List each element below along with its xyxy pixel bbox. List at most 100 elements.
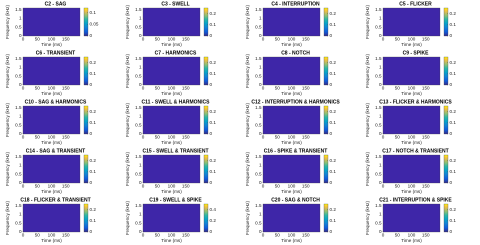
panel-title: C10 - SAG & HARMONICS bbox=[25, 99, 87, 105]
colorbar-tick-label: 0.2 bbox=[210, 109, 217, 114]
y-axis-label: Frequency (kHz) bbox=[245, 5, 250, 39]
x-tick-label: 50 bbox=[35, 37, 41, 42]
x-tick-label: 150 bbox=[302, 184, 310, 189]
y-tick-label: 0 bbox=[379, 180, 382, 185]
y-tick-label: 1 bbox=[19, 163, 22, 168]
y-axis-label: Frequency (kHz) bbox=[245, 152, 250, 186]
y-axis-label: Frequency (kHz) bbox=[125, 201, 130, 235]
x-tick-label: 150 bbox=[62, 86, 70, 91]
y-tick-label: 1 bbox=[139, 212, 142, 217]
colorbar-tick-label: 0 bbox=[450, 82, 453, 87]
x-tick-label: 100 bbox=[408, 86, 416, 91]
panel-title: C13 - FLICKER & HARMONICS bbox=[379, 99, 452, 105]
colorbar-tick-label: 0.2 bbox=[450, 158, 457, 163]
colorbar-tick-label: 0.2 bbox=[90, 60, 97, 65]
x-tick-label: 0 bbox=[22, 233, 25, 238]
x-tick-label: 50 bbox=[275, 233, 281, 238]
x-tick-label: 0 bbox=[142, 135, 145, 140]
spectrogram-image bbox=[23, 57, 80, 85]
x-tick-label: 150 bbox=[302, 233, 310, 238]
colorbar-tick-label: 0.1 bbox=[90, 71, 97, 76]
x-tick-label: 150 bbox=[182, 233, 190, 238]
y-tick-label: 0 bbox=[379, 131, 382, 136]
x-tick-label: 100 bbox=[408, 37, 416, 42]
x-tick-label: 150 bbox=[182, 86, 190, 91]
colorbar bbox=[83, 154, 89, 184]
y-tick-label: 0.5 bbox=[375, 122, 382, 127]
panel-title: C7 - HARMONICS bbox=[155, 50, 197, 56]
y-tick-label: 1.5 bbox=[135, 203, 142, 208]
x-tick-label: 150 bbox=[302, 135, 310, 140]
x-tick-label: 100 bbox=[168, 184, 176, 189]
colorbar-tick-label: 0.1 bbox=[450, 120, 457, 125]
colorbar bbox=[443, 56, 449, 86]
colorbar-tick-label: 0 bbox=[90, 180, 93, 185]
colorbar bbox=[323, 105, 329, 135]
y-tick-label: 0 bbox=[259, 131, 262, 136]
x-tick-label: 50 bbox=[395, 135, 401, 140]
panel-title: C20 - SAG & NOTCH bbox=[271, 197, 320, 203]
colorbar-tick-label: 0 bbox=[90, 229, 93, 234]
y-tick-label: 1 bbox=[259, 16, 262, 21]
colorbar-tick-label: 0 bbox=[210, 229, 213, 234]
colorbar-tick-label: 0.1 bbox=[330, 218, 337, 223]
x-tick-label: 100 bbox=[48, 184, 56, 189]
colorbar-tick-label: 0 bbox=[90, 131, 93, 136]
y-tick-label: 0 bbox=[259, 33, 262, 38]
spectrogram-image bbox=[143, 155, 200, 183]
x-tick-label: 150 bbox=[302, 37, 310, 42]
y-tick-label: 1.5 bbox=[135, 154, 142, 159]
colorbar-tick-label: 0.1 bbox=[450, 169, 457, 174]
x-tick-label: 100 bbox=[288, 135, 296, 140]
x-tick-label: 150 bbox=[62, 37, 70, 42]
y-tick-label: 0.5 bbox=[135, 73, 142, 78]
colorbar-tick-label: 0 bbox=[210, 180, 213, 185]
colorbar-tick-label: 0 bbox=[450, 229, 453, 234]
y-tick-label: 0 bbox=[139, 33, 142, 38]
colorbar-tick-label: 0 bbox=[330, 33, 333, 38]
colorbar-tick-label: 0.2 bbox=[450, 109, 457, 114]
y-tick-label: 0 bbox=[19, 33, 22, 38]
colorbar-tick-label: 0.2 bbox=[90, 207, 97, 212]
spectrogram-image bbox=[23, 155, 80, 183]
x-tick-label: 50 bbox=[155, 184, 161, 189]
x-axis-label: Time (ms) bbox=[41, 91, 62, 96]
x-tick-label: 50 bbox=[395, 233, 401, 238]
x-tick-label: 150 bbox=[422, 37, 430, 42]
colorbar-tick-label: 0.2 bbox=[330, 60, 337, 65]
x-tick-label: 50 bbox=[395, 86, 401, 91]
x-tick-label: 100 bbox=[48, 86, 56, 91]
y-tick-label: 1 bbox=[379, 212, 382, 217]
colorbar bbox=[83, 7, 89, 37]
colorbar bbox=[323, 56, 329, 86]
y-tick-label: 1.5 bbox=[15, 7, 22, 12]
y-tick-label: 1 bbox=[379, 163, 382, 168]
x-tick-label: 100 bbox=[288, 86, 296, 91]
x-tick-label: 0 bbox=[142, 233, 145, 238]
x-axis-label: Time (ms) bbox=[41, 189, 62, 194]
y-tick-label: 0 bbox=[259, 180, 262, 185]
spectrogram-image bbox=[383, 155, 440, 183]
x-tick-label: 50 bbox=[155, 86, 161, 91]
panel-title: C17 - NOTCH & TRANSIENT bbox=[382, 148, 448, 154]
x-tick-label: 0 bbox=[382, 233, 385, 238]
y-tick-label: 0 bbox=[139, 229, 142, 234]
y-tick-label: 1 bbox=[19, 65, 22, 70]
colorbar-tick-label: 0.1 bbox=[330, 169, 337, 174]
colorbar-tick-label: 0.1 bbox=[90, 10, 97, 15]
y-tick-label: 1.5 bbox=[255, 203, 262, 208]
y-tick-label: 0 bbox=[379, 33, 382, 38]
y-tick-label: 1.5 bbox=[255, 105, 262, 110]
x-tick-label: 50 bbox=[35, 184, 41, 189]
x-axis-label: Time (ms) bbox=[401, 91, 422, 96]
y-axis-label: Frequency (kHz) bbox=[5, 201, 10, 235]
colorbar bbox=[203, 56, 209, 86]
x-tick-label: 150 bbox=[422, 135, 430, 140]
y-tick-label: 0 bbox=[259, 229, 262, 234]
spectrogram-image bbox=[23, 106, 80, 134]
x-tick-label: 150 bbox=[182, 37, 190, 42]
y-tick-label: 1 bbox=[379, 65, 382, 70]
y-tick-label: 0.5 bbox=[255, 171, 262, 176]
colorbar-tick-label: 0 bbox=[330, 180, 333, 185]
x-tick-label: 50 bbox=[395, 37, 401, 42]
